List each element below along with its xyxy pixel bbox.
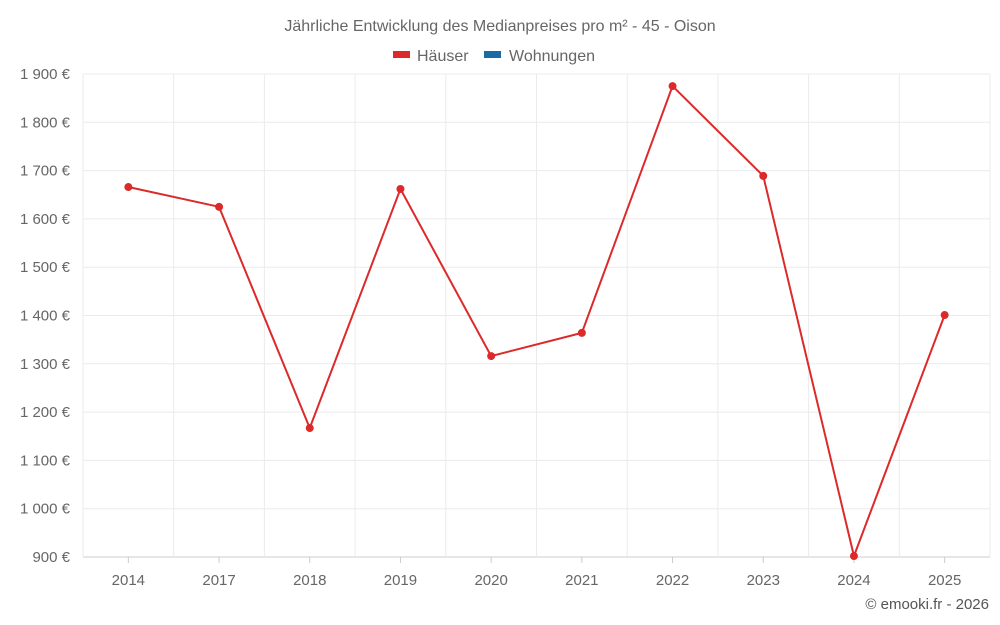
data-point xyxy=(124,183,133,192)
x-tick-label: 2023 xyxy=(747,572,780,589)
x-tick-label: 2017 xyxy=(202,572,235,589)
y-tick-label: 1 200 € xyxy=(20,404,71,421)
y-tick-label: 1 400 € xyxy=(20,308,71,325)
x-tick-label: 2018 xyxy=(293,572,326,589)
x-tick-label: 2022 xyxy=(656,572,689,589)
data-point xyxy=(849,552,858,561)
data-point xyxy=(668,82,677,91)
legend-label-wohnungen[interactable]: Wohnungen xyxy=(509,48,595,65)
data-point xyxy=(487,352,496,361)
y-tick-label: 1 500 € xyxy=(20,259,71,276)
x-tick-label: 2014 xyxy=(112,572,145,589)
y-tick-label: 1 800 € xyxy=(20,114,71,131)
y-tick-label: 1 000 € xyxy=(20,501,71,518)
y-tick-label: 900 € xyxy=(32,549,70,566)
series-line-häuser xyxy=(128,84,946,560)
y-tick-label: 1 100 € xyxy=(20,452,71,469)
data-point xyxy=(759,171,768,180)
data-point xyxy=(940,311,949,320)
legend-label-haeuser[interactable]: Häuser xyxy=(417,48,469,65)
legend: Häuser Wohnungen xyxy=(393,48,595,65)
chart-title: Jährliche Entwicklung des Medianpreises … xyxy=(284,18,715,35)
legend-swatch-haeuser xyxy=(393,51,410,58)
data-point xyxy=(215,202,224,211)
credit-text: © emooki.fr - 2026 xyxy=(865,596,989,613)
y-tick-label: 1 600 € xyxy=(20,211,71,228)
x-tick-label: 2024 xyxy=(837,572,870,589)
y-tick-label: 1 700 € xyxy=(20,163,71,180)
data-point xyxy=(577,328,586,337)
data-point xyxy=(305,424,314,433)
x-tick-label: 2020 xyxy=(474,572,507,589)
legend-swatch-wohnungen xyxy=(484,51,501,58)
y-tick-label: 1 900 € xyxy=(20,66,71,83)
x-tick-label: 2021 xyxy=(565,572,598,589)
y-tick-label: 1 300 € xyxy=(20,356,71,373)
x-tick-label: 2019 xyxy=(384,572,417,589)
x-tick-label: 2025 xyxy=(928,572,961,589)
data-point xyxy=(396,184,405,193)
